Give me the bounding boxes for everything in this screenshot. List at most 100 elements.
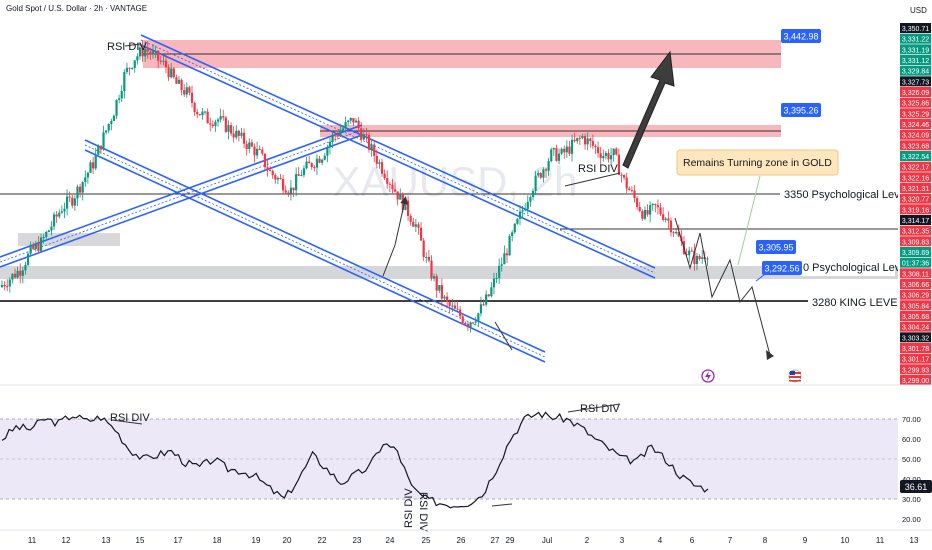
candle-body <box>219 116 222 120</box>
candle-body <box>602 156 605 159</box>
price-tag-bg <box>900 300 931 311</box>
callout-3292[interactable]: 3,292.56 <box>762 261 802 275</box>
price-tag: 3,326.09 <box>902 90 929 97</box>
candle-body <box>347 120 350 123</box>
callout-3442[interactable]: 3,442.98 <box>781 29 821 43</box>
candle-body <box>370 144 373 150</box>
candle-body <box>170 68 173 78</box>
candlestick-series[interactable] <box>0 40 709 333</box>
candle-body <box>3 284 6 287</box>
us-flag-icon[interactable] <box>788 369 802 383</box>
ascending-channel[interactable] <box>0 124 363 268</box>
price-tag-bg <box>900 55 931 65</box>
candle-body <box>201 111 204 116</box>
lightning-event-icon[interactable] <box>701 369 715 383</box>
candle-body <box>393 189 397 192</box>
price-tag: 3,301.78 <box>902 346 929 353</box>
time-axis-label: 13 <box>102 536 111 545</box>
candle-body <box>542 169 545 178</box>
candle-body <box>302 168 306 176</box>
candle-body <box>586 138 589 145</box>
candle-body <box>141 47 144 57</box>
time-axis-label: 22 <box>318 536 327 545</box>
callout-3305[interactable]: 3,305.95 <box>756 240 796 254</box>
candle-body <box>102 132 105 150</box>
candle-body <box>203 111 207 113</box>
candle-body <box>183 90 186 95</box>
candle-body <box>630 190 634 192</box>
candle-body <box>477 313 480 322</box>
candle-body <box>409 215 412 222</box>
price-tag-bg <box>900 215 931 225</box>
candle-body <box>430 260 433 279</box>
time-axis-label: 23 <box>353 536 362 545</box>
candle-body <box>164 60 168 68</box>
candle-body <box>250 142 253 147</box>
time-axis-label: 17 <box>174 536 183 545</box>
candle-body <box>659 207 662 215</box>
svg-text:3,292.56: 3,292.56 <box>764 264 799 274</box>
candle-body <box>524 208 527 211</box>
candle-body <box>474 321 477 323</box>
candle-body <box>479 304 483 314</box>
candle-body <box>669 220 673 233</box>
descending-channel-upper[interactable] <box>140 34 656 279</box>
candle-body <box>240 132 243 136</box>
price-tag: 3,305.84 <box>902 303 929 310</box>
candle-body <box>162 60 165 62</box>
candle-body <box>282 178 285 191</box>
candle-body <box>617 154 620 175</box>
price-tag: 3,319.16 <box>902 207 929 214</box>
candle-body <box>425 256 428 258</box>
price-tag-bg <box>900 204 931 215</box>
time-axis-label: 15 <box>136 536 145 545</box>
price-tag: 3,331.22 <box>902 37 929 44</box>
time-axis-label: 8 <box>763 536 768 545</box>
svg-text:3,305.95: 3,305.95 <box>758 243 793 253</box>
turning-zone-box[interactable] <box>676 149 839 176</box>
candle-body <box>300 175 303 177</box>
rsi-div-label-1: RSI DIV <box>107 41 147 53</box>
price-tag: 3,322.16 <box>902 175 929 182</box>
rsi-axis-labels: 70.00 60.00 50.00 40.00 30.00 20.00 <box>902 415 921 524</box>
price-tag-bg <box>900 129 931 140</box>
candle-body <box>599 153 602 159</box>
candle-body <box>698 256 701 259</box>
time-axis-label: 11 <box>28 536 37 545</box>
candle-body <box>555 148 558 161</box>
time-axis-label: 29 <box>506 536 515 545</box>
candle-body <box>190 92 194 103</box>
price-tag: 3,301.17 <box>902 357 929 364</box>
rsi-line[interactable] <box>1 411 709 509</box>
watermark-text: XAUUSD, 2h <box>332 158 577 205</box>
candle-body <box>664 218 667 220</box>
candle-body <box>604 152 607 157</box>
candle-body <box>32 244 35 249</box>
candle-body <box>112 115 116 122</box>
candle-body <box>94 154 97 169</box>
candle-body <box>11 273 14 280</box>
candle-body <box>453 305 457 309</box>
candle-body <box>45 231 48 238</box>
candle-body <box>89 162 92 173</box>
support-zone[interactable] <box>0 266 898 279</box>
price-tag: 3,304.24 <box>902 325 929 332</box>
candle-body <box>271 170 274 176</box>
candle-body <box>695 256 699 264</box>
time-axis[interactable]: 11 12 13 15 17 18 19 20 22 23 24 25 26 27 29 Jul 2 3 4 6 7 8 9… <box>28 536 919 545</box>
price-tag: 3,324.09 <box>902 133 929 140</box>
price-tag-bg <box>900 151 931 161</box>
candle-body <box>344 122 347 129</box>
candle-body <box>0 284 4 288</box>
candle-body <box>334 134 337 136</box>
candle-body <box>628 188 631 191</box>
callout-3395[interactable]: 3,395.26 <box>781 103 821 117</box>
candle-body <box>516 218 519 224</box>
candle-body <box>656 205 660 208</box>
candle-body <box>701 257 704 259</box>
candle-body <box>591 140 594 146</box>
price-tag: 3,312.35 <box>902 229 929 236</box>
candle-body <box>185 87 188 95</box>
price-tag: 3,324.46 <box>902 122 929 129</box>
candle-body <box>123 71 126 92</box>
